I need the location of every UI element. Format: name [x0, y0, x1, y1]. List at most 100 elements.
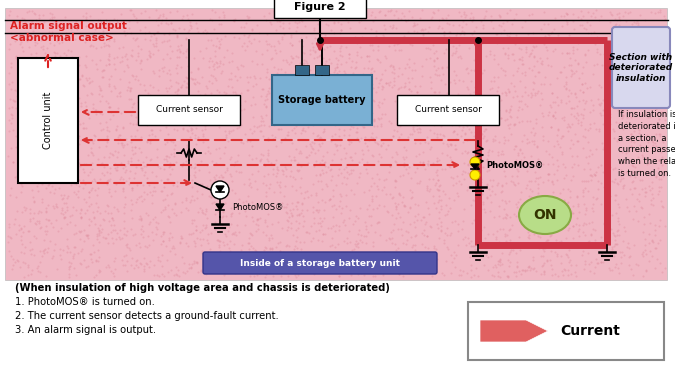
- Point: [4, 70, 15, 76]
- Point: [497, 183, 508, 189]
- Point: [429, 266, 440, 272]
- Point: [472, 174, 483, 180]
- Point: [487, 25, 498, 31]
- Point: [500, 172, 510, 178]
- Point: [510, 40, 520, 46]
- Point: [259, 13, 270, 19]
- Point: [52, 106, 63, 112]
- Point: [261, 189, 272, 195]
- Point: [95, 110, 105, 116]
- Point: [527, 244, 538, 250]
- Point: [50, 123, 61, 129]
- Point: [74, 183, 85, 189]
- Point: [192, 79, 202, 85]
- Point: [43, 202, 53, 208]
- Point: [27, 178, 38, 184]
- Point: [204, 246, 215, 252]
- Point: [353, 271, 364, 277]
- Point: [510, 243, 520, 249]
- Point: [640, 185, 651, 191]
- Point: [78, 177, 88, 183]
- Point: [182, 142, 193, 148]
- Point: [585, 124, 596, 130]
- Point: [447, 117, 458, 123]
- Point: [111, 206, 122, 212]
- Point: [563, 39, 574, 45]
- Point: [477, 240, 487, 246]
- Point: [97, 9, 107, 15]
- Point: [524, 64, 535, 70]
- Point: [583, 251, 594, 257]
- Point: [575, 119, 586, 125]
- Point: [352, 51, 362, 57]
- Point: [291, 120, 302, 126]
- Point: [559, 64, 570, 70]
- Point: [609, 49, 620, 55]
- Point: [346, 99, 356, 105]
- Point: [358, 124, 369, 130]
- Point: [105, 268, 116, 274]
- Point: [517, 93, 528, 99]
- Point: [158, 196, 169, 202]
- Point: [597, 140, 608, 146]
- Point: [56, 39, 67, 45]
- Point: [215, 100, 225, 106]
- Point: [438, 32, 449, 38]
- Point: [643, 211, 654, 217]
- Point: [26, 98, 36, 104]
- Point: [171, 47, 182, 53]
- Point: [144, 51, 155, 57]
- Point: [386, 212, 397, 218]
- Point: [545, 124, 556, 130]
- Point: [599, 107, 610, 113]
- Point: [651, 174, 661, 180]
- Point: [37, 46, 48, 52]
- Point: [43, 96, 54, 102]
- Point: [103, 51, 114, 57]
- Point: [164, 230, 175, 236]
- Point: [67, 33, 78, 39]
- Point: [328, 112, 339, 118]
- Point: [251, 81, 262, 87]
- Point: [23, 114, 34, 120]
- Point: [90, 61, 101, 67]
- Point: [236, 255, 246, 261]
- Point: [593, 178, 603, 184]
- Point: [562, 11, 572, 17]
- Point: [338, 267, 348, 273]
- Point: [146, 131, 157, 137]
- Point: [12, 173, 23, 179]
- Point: [324, 116, 335, 122]
- Point: [536, 253, 547, 259]
- Point: [132, 182, 143, 188]
- Point: [7, 256, 18, 262]
- Point: [172, 54, 183, 60]
- Point: [569, 90, 580, 96]
- Point: [352, 81, 362, 87]
- Point: [68, 254, 78, 260]
- Point: [488, 78, 499, 84]
- Point: [618, 224, 629, 230]
- Point: [558, 186, 568, 192]
- Point: [363, 65, 374, 71]
- Point: [103, 42, 113, 48]
- Point: [568, 161, 579, 167]
- Point: [95, 57, 105, 63]
- Point: [38, 43, 49, 49]
- Point: [103, 100, 113, 106]
- Point: [327, 134, 338, 140]
- Point: [159, 64, 169, 70]
- Point: [220, 169, 231, 175]
- Point: [196, 158, 207, 164]
- Point: [605, 121, 616, 127]
- Point: [439, 272, 450, 278]
- Point: [390, 214, 401, 220]
- Point: [95, 87, 105, 93]
- Point: [205, 55, 215, 61]
- Point: [40, 209, 51, 215]
- Point: [185, 199, 196, 205]
- Point: [7, 127, 18, 133]
- Point: [155, 232, 166, 238]
- Point: [117, 185, 128, 191]
- Point: [487, 273, 497, 279]
